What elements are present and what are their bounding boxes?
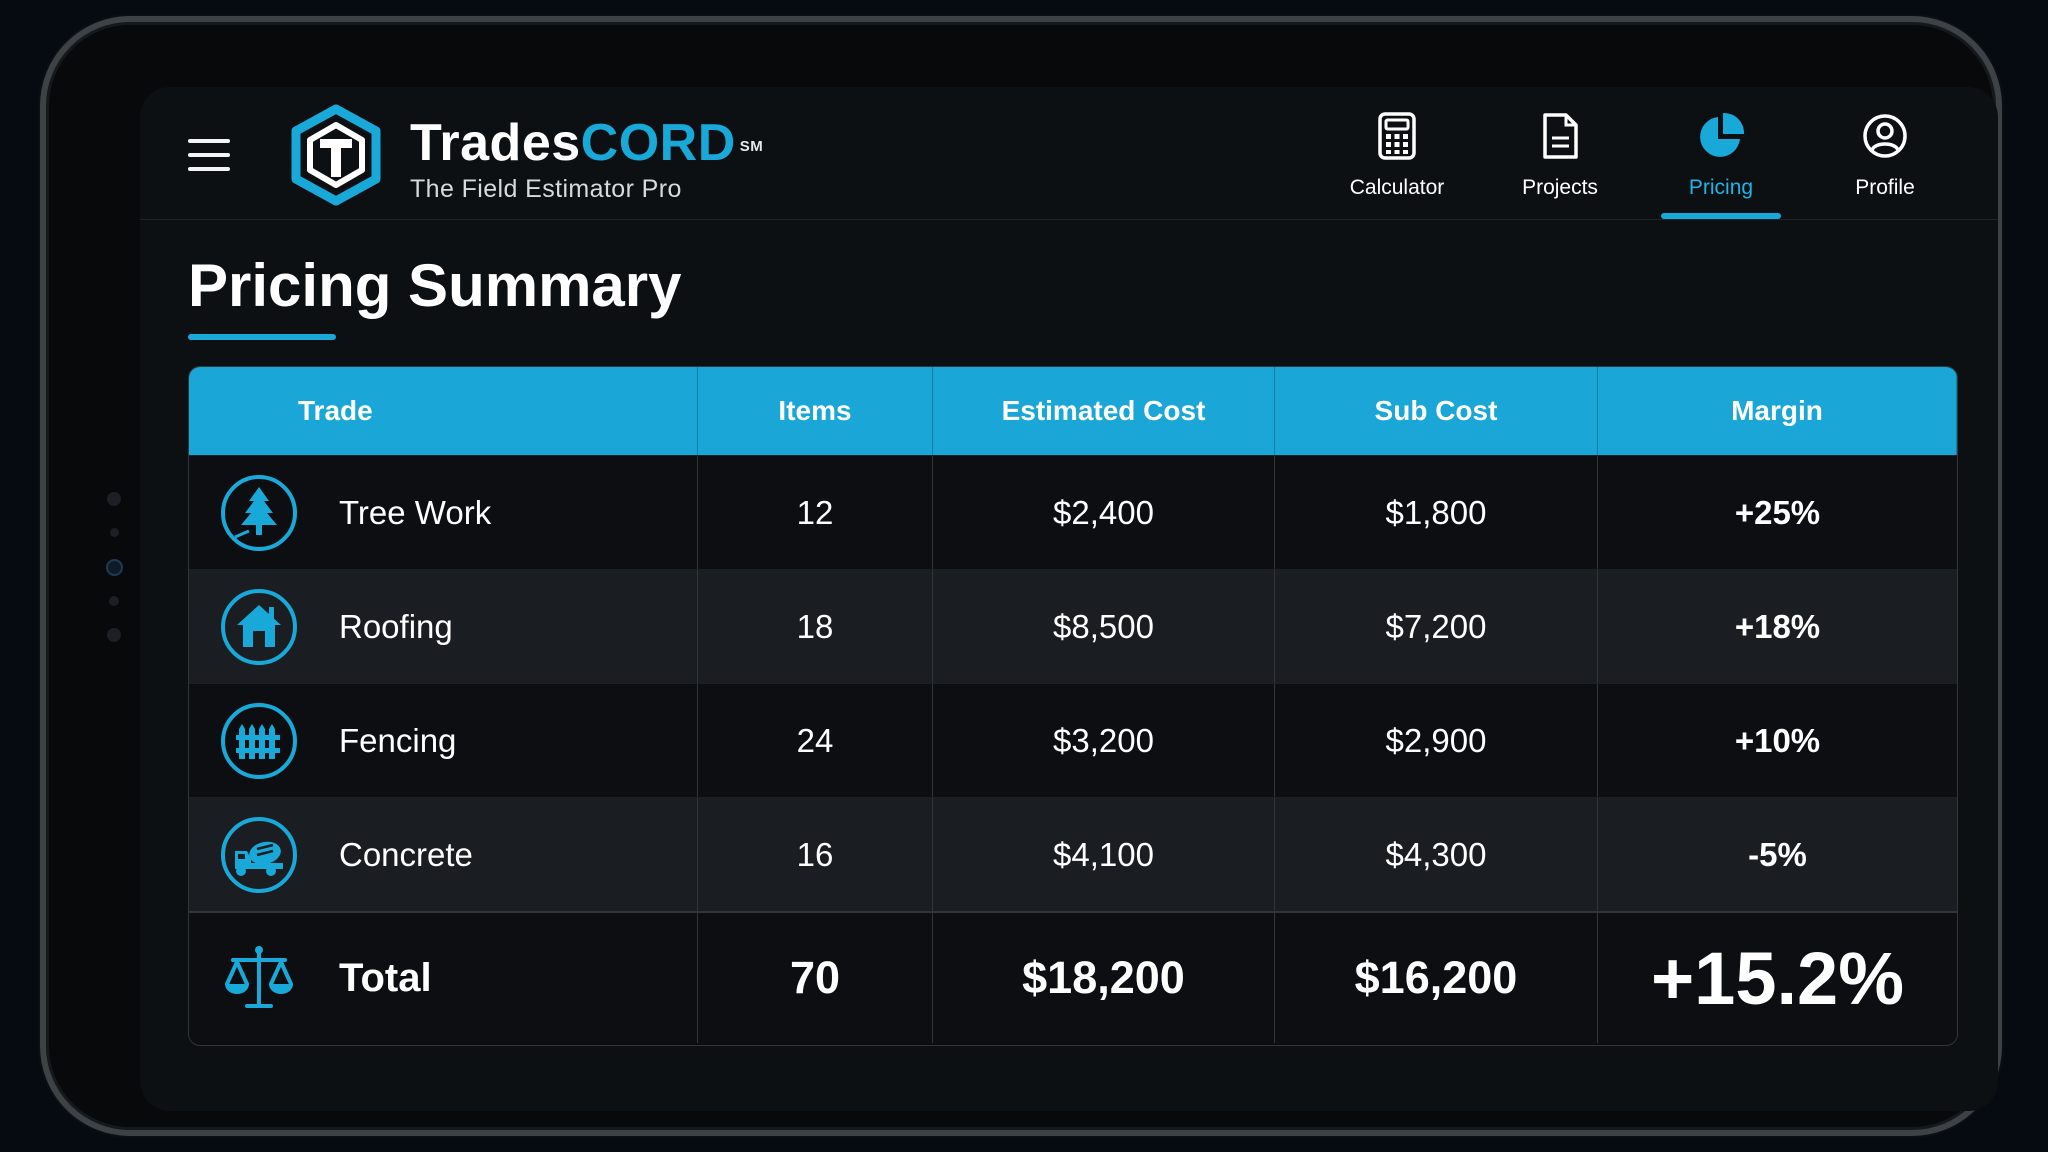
page-title: Pricing Summary bbox=[188, 252, 682, 319]
table-row[interactable]: Concrete 16 $4,100 $4,300 -5% bbox=[189, 797, 1957, 912]
table-row[interactable]: Tree Work 12 $2,400 $1,800 +25% bbox=[189, 455, 1957, 570]
total-estimated-cost-cell: $18,200 bbox=[933, 913, 1275, 1043]
user-circle-icon bbox=[1863, 114, 1907, 158]
table-row[interactable]: Fencing 24 $3,200 $2,900 +10% bbox=[189, 683, 1957, 798]
nav-projects[interactable]: Projects bbox=[1510, 87, 1610, 219]
trade-cell: Fencing bbox=[189, 684, 698, 798]
margin-cell: +10% bbox=[1734, 722, 1821, 759]
brand-name: TradesCORD SM bbox=[410, 114, 764, 172]
nav-calculator[interactable]: Calculator bbox=[1335, 87, 1459, 219]
app-header: TradesCORD SM The Field Estimator Pro Cal… bbox=[140, 87, 1998, 220]
items-cell: 18 bbox=[698, 570, 933, 684]
house-icon bbox=[221, 589, 297, 665]
nav-profile[interactable]: Profile bbox=[1840, 87, 1930, 219]
total-label: Total bbox=[339, 955, 432, 1000]
fence-icon bbox=[221, 703, 297, 779]
pie-chart-icon bbox=[1700, 112, 1745, 157]
tablet-frame: TradesCORD SM The Field Estimator Pro Cal… bbox=[40, 16, 2002, 1136]
title-underline bbox=[188, 334, 336, 340]
document-icon bbox=[1543, 113, 1578, 159]
sub-cost-cell: $7,200 bbox=[1275, 570, 1598, 684]
active-tab-indicator bbox=[1661, 213, 1781, 219]
sub-cost-cell: $1,800 bbox=[1275, 456, 1598, 570]
table-total-row: Total 70 $18,200 $16,200 +15.2% bbox=[189, 911, 1957, 1043]
scale-icon bbox=[225, 946, 293, 1008]
trade-name: Tree Work bbox=[339, 494, 492, 531]
header-sub-cost[interactable]: Sub Cost bbox=[1275, 367, 1598, 455]
trade-name: Concrete bbox=[339, 836, 473, 873]
side-sensors bbox=[104, 492, 124, 642]
trade-cell: Concrete bbox=[189, 798, 698, 912]
estimated-cost-cell: $2,400 bbox=[933, 456, 1275, 570]
items-cell: 12 bbox=[698, 456, 933, 570]
margin-cell: -5% bbox=[1748, 836, 1807, 873]
brand-block: TradesCORD SM The Field Estimator Pro bbox=[410, 113, 763, 204]
header-estimated-cost[interactable]: Estimated Cost bbox=[933, 367, 1275, 455]
trade-name: Roofing bbox=[339, 608, 453, 645]
tree-icon bbox=[221, 475, 297, 551]
estimated-cost-cell: $4,100 bbox=[933, 798, 1275, 912]
pricing-table: Trade Items Estimated Cost Sub Cost Marg… bbox=[188, 366, 1958, 1046]
service-mark: SM bbox=[739, 138, 764, 155]
trade-cell: Roofing bbox=[189, 570, 698, 684]
nav-label-profile: Profile bbox=[1855, 176, 1915, 199]
hamburger-menu-icon[interactable] bbox=[188, 139, 230, 173]
total-items-cell: 70 bbox=[698, 913, 933, 1043]
total-sub-cost-cell: $16,200 bbox=[1275, 913, 1598, 1043]
nav-label-calculator: Calculator bbox=[1349, 176, 1445, 199]
nav-label-projects: Projects bbox=[1522, 176, 1598, 199]
table-header-row: Trade Items Estimated Cost Sub Cost Marg… bbox=[189, 367, 1957, 455]
calculator-icon bbox=[1378, 112, 1416, 160]
margin-cell: +25% bbox=[1734, 494, 1821, 531]
table-row[interactable]: Roofing 18 $8,500 $7,200 +18% bbox=[189, 569, 1957, 684]
items-cell: 16 bbox=[698, 798, 933, 912]
app-screen: TradesCORD SM The Field Estimator Pro Cal… bbox=[140, 87, 1998, 1111]
margin-cell: +18% bbox=[1734, 608, 1821, 645]
estimated-cost-cell: $3,200 bbox=[933, 684, 1275, 798]
nav-label-pricing: Pricing bbox=[1688, 176, 1754, 199]
brand-tagline: The Field Estimator Pro bbox=[410, 175, 682, 203]
total-label-cell: Total bbox=[189, 913, 698, 1043]
sub-cost-cell: $4,300 bbox=[1275, 798, 1598, 912]
items-cell: 24 bbox=[698, 684, 933, 798]
cement-truck-icon bbox=[221, 817, 297, 893]
header-margin[interactable]: Margin bbox=[1598, 367, 1957, 455]
nav-pricing[interactable]: Pricing bbox=[1661, 87, 1781, 219]
trade-name: Fencing bbox=[339, 722, 457, 759]
sub-cost-cell: $2,900 bbox=[1275, 684, 1598, 798]
header-trade[interactable]: Trade bbox=[189, 367, 698, 455]
estimated-cost-cell: $8,500 bbox=[933, 570, 1275, 684]
total-margin-cell: +15.2% bbox=[1650, 936, 1905, 1020]
tradescord-logo-icon bbox=[291, 104, 381, 206]
trade-cell: Tree Work bbox=[189, 456, 698, 570]
header-items[interactable]: Items bbox=[698, 367, 933, 455]
